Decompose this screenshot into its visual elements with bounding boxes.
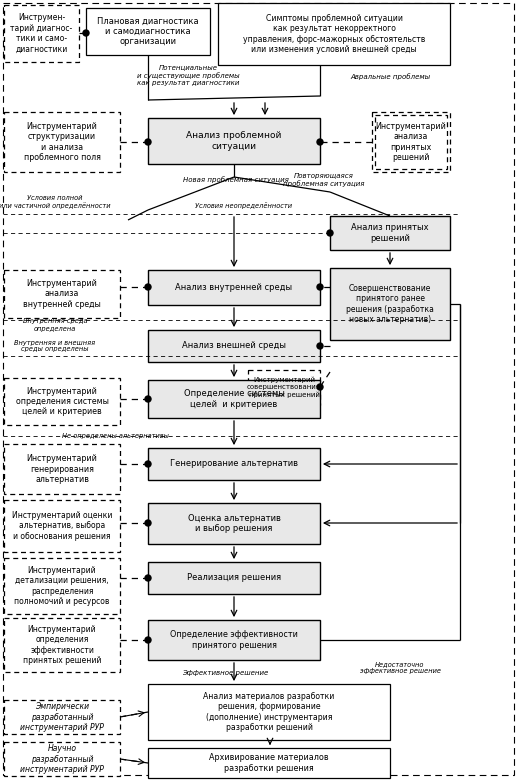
- Bar: [148, 684, 390, 740]
- Text: Симптомы проблемной ситуации
как результат некорректного
управления, форс-мажорн: Симптомы проблемной ситуации как результ…: [243, 14, 425, 54]
- Text: Анализ принятых
решений: Анализ принятых решений: [351, 223, 429, 243]
- Text: Анализ проблемной
ситуации: Анализ проблемной ситуации: [186, 131, 282, 151]
- Bar: [4, 500, 120, 552]
- Bar: [4, 270, 120, 318]
- Text: Оценка альтернатив
и выбор решения: Оценка альтернатив и выбор решения: [188, 514, 280, 533]
- Circle shape: [145, 461, 151, 467]
- Bar: [4, 618, 120, 672]
- Bar: [148, 620, 320, 660]
- Bar: [148, 562, 320, 594]
- Text: Новая проблемная ситуация: Новая проблемная ситуация: [183, 177, 289, 184]
- Text: Инструмен-
тарий диагнос-
тики и само-
диагностики: Инструмен- тарий диагнос- тики и само- д…: [10, 13, 73, 54]
- Bar: [330, 268, 450, 340]
- Text: Условия полной
или частичной определённости: Условия полной или частичной определённо…: [0, 195, 111, 209]
- Text: Авральные проблемы: Авральные проблемы: [350, 73, 430, 80]
- Text: Условия неопределённости: Условия неопределённости: [195, 202, 292, 209]
- Text: Инструментарий
детализации решения,
распределения
полномочий и ресурсов: Инструментарий детализации решения, расп…: [15, 566, 110, 606]
- Text: Инструментарий оценки
альтернатив, выбора
и обоснования решения: Инструментарий оценки альтернатив, выбор…: [12, 511, 112, 541]
- Circle shape: [317, 343, 323, 349]
- Text: Инструментарий
совершенствования
принятых решений: Инструментарий совершенствования приняты…: [247, 377, 321, 398]
- Bar: [372, 112, 450, 172]
- Circle shape: [317, 139, 323, 145]
- Text: Определение эффективности
принятого решения: Определение эффективности принятого реше…: [170, 630, 298, 650]
- Text: Инструментарий
анализа
внутренней среды: Инструментарий анализа внутренней среды: [23, 279, 101, 309]
- Bar: [218, 3, 450, 65]
- Text: Внутренняя среда
определена: Внутренняя среда определена: [23, 319, 87, 331]
- Bar: [4, 112, 120, 172]
- Circle shape: [145, 284, 151, 290]
- Circle shape: [145, 396, 151, 402]
- Text: Инструментарий
определения
эффективности
принятых решений: Инструментарий определения эффективности…: [23, 625, 101, 665]
- Text: Генерирование альтернатив: Генерирование альтернатив: [170, 459, 298, 469]
- Text: Анализ материалов разработки
решения, формирование
(дополнение) инструментария
р: Анализ материалов разработки решения, фо…: [203, 692, 335, 732]
- Bar: [330, 216, 450, 250]
- Circle shape: [145, 139, 151, 145]
- Text: Эффективное решение: Эффективное решение: [182, 670, 268, 676]
- Text: Инструментарий
генерирования
альтернатив: Инструментарий генерирования альтернатив: [27, 454, 97, 484]
- Text: Реализация решения: Реализация решения: [187, 573, 281, 583]
- Bar: [4, 5, 79, 62]
- Circle shape: [327, 230, 333, 236]
- Circle shape: [145, 637, 151, 643]
- Text: Плановая диагностика
и самодиагностика
организации: Плановая диагностика и самодиагностика о…: [97, 16, 199, 46]
- Bar: [148, 448, 320, 480]
- Text: Архивирование материалов
разработки решения: Архивирование материалов разработки реше…: [209, 754, 329, 772]
- Text: Внутренняя и внешняя
среды определены: Внутренняя и внешняя среды определены: [15, 340, 96, 352]
- Text: Инструментарий
анализа
принятых
решений: Инструментарий анализа принятых решений: [375, 122, 447, 162]
- Text: Научно
разработанный
инструментарий РУР: Научно разработанный инструментарий РУР: [20, 744, 104, 774]
- Circle shape: [83, 30, 89, 36]
- Bar: [148, 330, 320, 362]
- Bar: [148, 748, 390, 778]
- Bar: [248, 370, 320, 405]
- Text: Эмпирически
разработанный
инструментарий РУР: Эмпирически разработанный инструментарий…: [20, 702, 104, 732]
- Circle shape: [317, 384, 323, 390]
- Bar: [4, 444, 120, 494]
- Text: Недостаточно
эффективное решение: Недостаточно эффективное решение: [359, 662, 440, 675]
- Bar: [148, 270, 320, 305]
- Bar: [148, 503, 320, 544]
- Text: Определение системы
целей  и критериев: Определение системы целей и критериев: [184, 389, 284, 408]
- Text: Анализ внутренней среды: Анализ внутренней среды: [175, 283, 293, 292]
- Bar: [4, 558, 120, 614]
- Text: Потенциальные
и существующие проблемы
как результат диагностики: Потенциальные и существующие проблемы ка…: [137, 65, 239, 85]
- Text: Не определены альтернативы: Не определены альтернативы: [62, 433, 169, 439]
- Bar: [148, 118, 320, 164]
- Bar: [4, 700, 120, 734]
- Bar: [4, 742, 120, 776]
- Text: Анализ внешней среды: Анализ внешней среды: [182, 341, 286, 351]
- Text: Совершенствование
принятого ранее
решения (разработка
новых альтернатив): Совершенствование принятого ранее решени…: [346, 284, 434, 324]
- Circle shape: [145, 520, 151, 526]
- Circle shape: [145, 575, 151, 581]
- Bar: [86, 8, 210, 55]
- Bar: [4, 378, 120, 425]
- Circle shape: [317, 284, 323, 290]
- Text: Инструментарий
структуризации
и анализа
проблемного поля: Инструментарий структуризации и анализа …: [23, 122, 100, 162]
- Text: Инструментарий
определения системы
целей и критериев: Инструментарий определения системы целей…: [16, 387, 109, 416]
- Bar: [375, 115, 447, 169]
- Text: Повторяющаяся
проблемная ситуация: Повторяющаяся проблемная ситуация: [283, 173, 365, 187]
- Bar: [148, 380, 320, 418]
